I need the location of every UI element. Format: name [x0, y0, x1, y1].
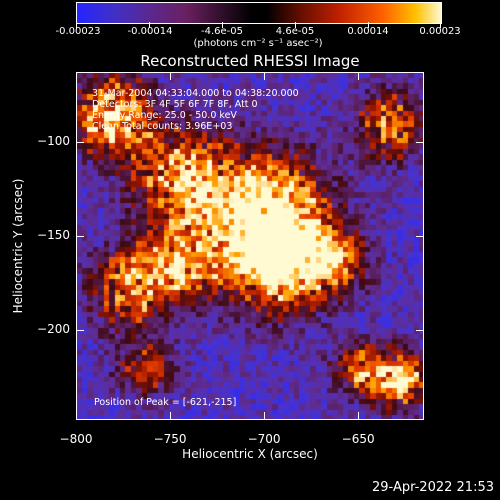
x-tick-mark	[170, 412, 172, 420]
y-tick-mark	[416, 329, 424, 331]
colorbar-tick	[76, 22, 77, 28]
y-tick-mark	[76, 141, 84, 143]
y-tick-label: −100	[37, 133, 70, 148]
y-tick-mark	[76, 235, 84, 237]
x-tick-mark	[76, 412, 77, 420]
info-total-counts: Clean Total counts: 3.96E+03	[92, 121, 233, 132]
x-tick-mark	[358, 72, 360, 80]
colorbar-units: (photons cm⁻² s⁻¹ asec⁻²)	[193, 38, 323, 49]
colorbar-tick-label: -0.00023	[55, 26, 101, 37]
colorbar-tick-label: 0.00014	[347, 26, 389, 37]
colorbar-tick	[222, 22, 223, 28]
colorbar-tick	[440, 22, 441, 28]
colorbar-tick-label: 0.00023	[419, 26, 461, 37]
plot-area	[76, 72, 424, 420]
x-tick-label: −700	[247, 432, 281, 446]
colorbar	[76, 2, 442, 24]
y-axis-label: Heliocentric Y (arcsec)	[11, 178, 25, 314]
colorbar-tick	[149, 22, 150, 28]
colorbar-tick	[368, 22, 369, 28]
heatmap-image	[77, 73, 423, 419]
x-tick-label: −800	[59, 432, 93, 446]
x-tick-mark	[264, 412, 266, 420]
colorbar-gradient	[77, 3, 441, 23]
x-axis-label: Heliocentric X (arcsec)	[182, 447, 318, 461]
x-tick-label: −750	[153, 432, 187, 446]
info-detectors: Detectors: 3F 4F 5F 6F 7F 8F, Att 0	[92, 99, 258, 110]
timestamp: 29-Apr-2022 21:53	[372, 480, 494, 495]
colorbar-tick-label: -4.6e-05	[201, 26, 243, 37]
colorbar-tick-label: 4.6e-05	[275, 26, 315, 37]
peak-position-label: Position of Peak = [-621,-215]	[94, 397, 237, 408]
info-energy-range: Energy Range: 25.0 - 50.0 keV	[92, 110, 237, 121]
y-tick-mark	[76, 329, 84, 331]
colorbar-tick	[295, 22, 296, 28]
x-tick-mark	[264, 72, 266, 80]
y-tick-mark	[416, 141, 424, 143]
info-time-range: 31-Mar-2004 04:33:04.000 to 04:38:20.000	[92, 88, 299, 99]
colorbar-tick-label: -0.00014	[127, 26, 173, 37]
x-tick-mark	[358, 412, 360, 420]
y-tick-mark	[416, 235, 424, 237]
x-tick-mark	[76, 72, 77, 80]
y-tick-label: −200	[37, 321, 70, 336]
y-tick-label: −150	[37, 227, 70, 242]
x-tick-mark	[170, 72, 172, 80]
chart-title: Reconstructed RHESSI Image	[140, 52, 360, 70]
x-tick-label: −650	[341, 432, 375, 446]
